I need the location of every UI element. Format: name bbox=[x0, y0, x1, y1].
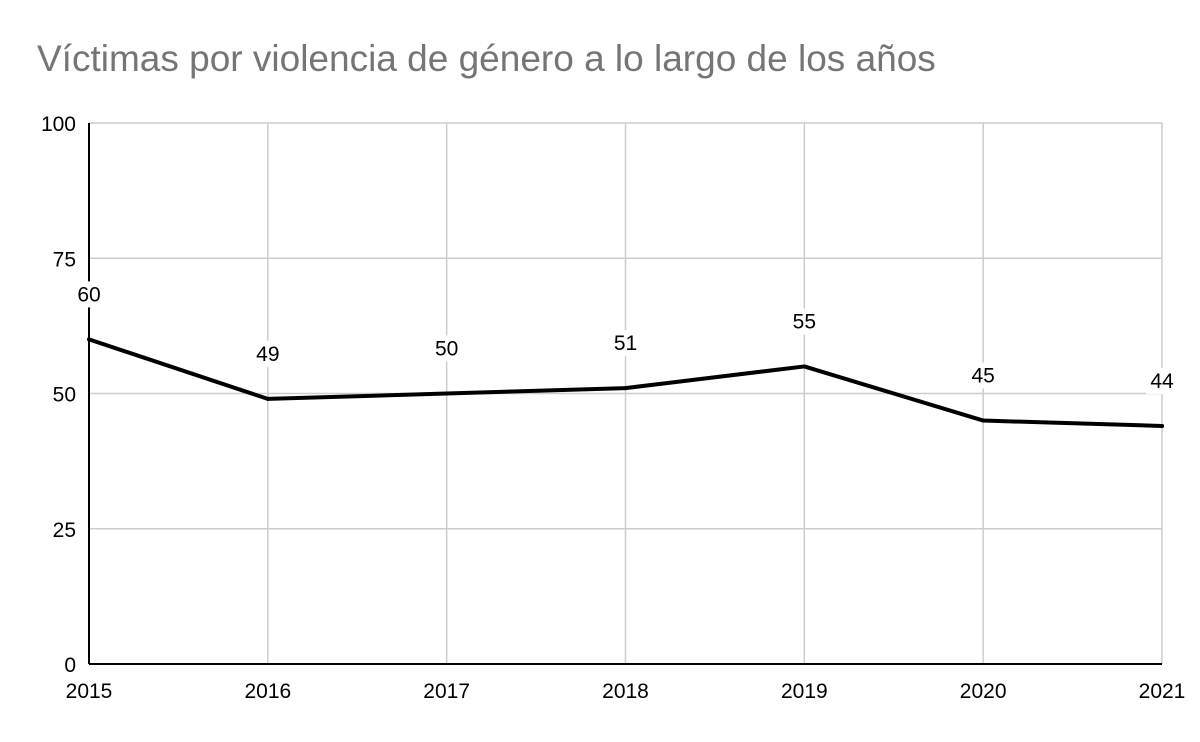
data-label: 49 bbox=[256, 343, 279, 366]
label-layer: 60 49 50 51 55 45 44 bbox=[73, 281, 1178, 394]
data-label-background bbox=[430, 335, 463, 362]
data-point bbox=[623, 386, 628, 391]
y-tick-label: 75 bbox=[53, 248, 76, 271]
line-layer bbox=[87, 337, 1164, 428]
y-tick-label: 25 bbox=[53, 519, 76, 542]
data-label: 55 bbox=[793, 310, 816, 333]
y-tick-label: 100 bbox=[41, 113, 76, 136]
data-label-background bbox=[967, 362, 1000, 389]
x-tick-label: 2016 bbox=[244, 680, 291, 703]
data-label-background bbox=[788, 308, 821, 335]
x-tick-label: 2015 bbox=[66, 680, 113, 703]
x-tick-label: 2017 bbox=[423, 680, 470, 703]
data-point bbox=[444, 391, 449, 396]
x-tick-label: 2020 bbox=[960, 680, 1007, 703]
chart-title: Víctimas por violencia de género a lo la… bbox=[37, 38, 936, 79]
data-point bbox=[87, 337, 91, 342]
data-label-background bbox=[1146, 367, 1178, 394]
data-label: 45 bbox=[971, 365, 994, 388]
data-label: 50 bbox=[435, 338, 458, 361]
data-point bbox=[802, 364, 807, 369]
data-point bbox=[1160, 423, 1164, 428]
data-label: 44 bbox=[1150, 370, 1174, 393]
data-point bbox=[981, 418, 986, 423]
data-label-background bbox=[609, 330, 642, 357]
y-tick-label: 0 bbox=[64, 654, 76, 677]
x-tick-label: 2018 bbox=[602, 680, 649, 703]
y-tick-label: 50 bbox=[53, 384, 76, 407]
data-label: 60 bbox=[77, 283, 100, 306]
axis-layer: 0 25 50 75 100 2015 2016 2017 2018 2019 2020 2021 bbox=[41, 113, 1185, 703]
data-label-background bbox=[251, 340, 284, 367]
data-label: 51 bbox=[614, 332, 637, 355]
data-label-background bbox=[73, 281, 105, 308]
x-tick-label: 2021 bbox=[1139, 680, 1186, 703]
data-point bbox=[265, 396, 270, 401]
x-tick-label: 2019 bbox=[781, 680, 828, 703]
